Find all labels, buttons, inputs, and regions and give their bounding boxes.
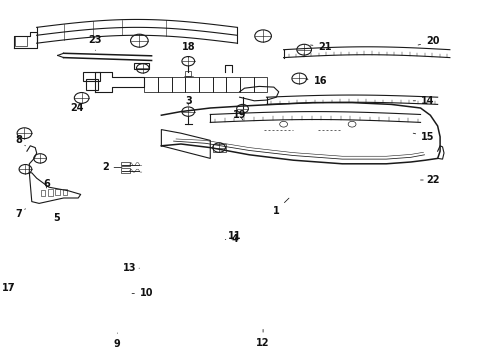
Text: 7: 7 xyxy=(15,209,25,219)
Text: 12: 12 xyxy=(256,329,269,348)
Text: 14: 14 xyxy=(412,96,434,106)
Text: 9: 9 xyxy=(114,333,121,349)
Text: 19: 19 xyxy=(232,110,246,120)
Text: 18: 18 xyxy=(181,42,195,58)
Text: 5: 5 xyxy=(53,213,60,223)
Text: 22: 22 xyxy=(420,175,439,185)
Text: 23: 23 xyxy=(88,35,102,50)
Text: 3: 3 xyxy=(184,96,191,106)
Text: 6: 6 xyxy=(43,179,50,189)
Text: 1: 1 xyxy=(272,198,288,216)
Text: 20: 20 xyxy=(417,36,439,46)
Text: 4: 4 xyxy=(225,234,238,244)
Text: 16: 16 xyxy=(305,76,326,86)
Text: 2: 2 xyxy=(102,162,122,172)
Text: 17: 17 xyxy=(2,283,16,293)
Text: 11: 11 xyxy=(227,231,241,241)
Text: 8: 8 xyxy=(15,135,25,146)
Text: 15: 15 xyxy=(412,132,434,142)
Text: 13: 13 xyxy=(122,263,139,273)
Text: 24: 24 xyxy=(70,103,84,113)
Text: 21: 21 xyxy=(310,42,331,52)
Text: 10: 10 xyxy=(132,288,153,298)
